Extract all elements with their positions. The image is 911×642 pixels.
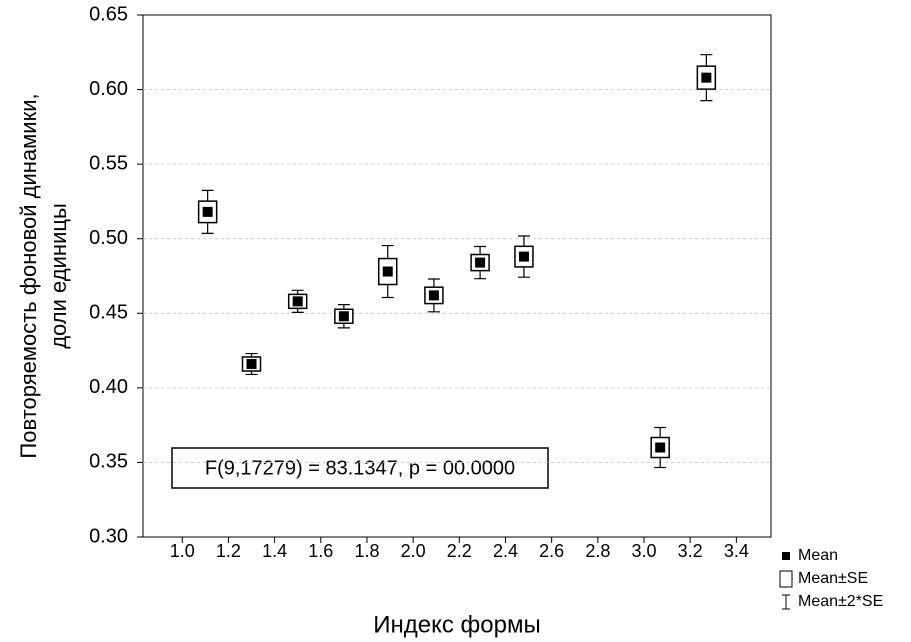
y-axis-label: Повторяемость фоновой динамики,	[16, 93, 41, 458]
y-tick-label: 0.45	[89, 302, 128, 324]
x-tick-label: 1.8	[354, 541, 379, 561]
y-tick-label: 0.60	[89, 78, 128, 100]
y-tick-label: 0.55	[89, 152, 128, 174]
mean-marker	[338, 311, 349, 322]
mean-marker	[202, 206, 213, 217]
mean-marker	[292, 296, 303, 307]
mean-marker	[518, 251, 529, 262]
mean-marker	[382, 266, 393, 277]
legend-2se-icon	[782, 594, 790, 610]
x-axis-label: Индекс формы	[373, 611, 540, 638]
x-tick-label: 3.4	[724, 541, 749, 561]
legend-label: Mean	[798, 547, 838, 564]
x-tick-label: 3.2	[678, 541, 703, 561]
x-tick-label: 2.0	[401, 541, 426, 561]
x-tick-label: 2.6	[539, 541, 564, 561]
y-axis-label: доли единицы	[46, 203, 71, 349]
y-tick-label: 0.30	[89, 525, 128, 547]
legend-label: Mean±2*SE	[798, 593, 883, 610]
x-tick-label: 1.6	[308, 541, 333, 561]
legend-mean-icon	[782, 552, 790, 560]
x-tick-label: 2.8	[585, 541, 610, 561]
mean-marker	[246, 358, 257, 369]
y-tick-label: 0.65	[89, 3, 128, 25]
x-tick-label: 3.0	[631, 541, 656, 561]
x-tick-label: 2.2	[447, 541, 472, 561]
legend-se-icon	[779, 570, 793, 588]
mean-marker	[701, 72, 712, 83]
annotation: F(9,17279) = 83.1347, p = 00.0000	[205, 457, 515, 479]
x-tick-label: 1.2	[216, 541, 241, 561]
annotation-box	[171, 447, 549, 489]
legend-label: Mean±SE	[798, 570, 868, 587]
mean-marker	[428, 290, 439, 301]
x-tick-label: 1.0	[170, 541, 195, 561]
x-tick-label: 1.4	[262, 541, 287, 561]
y-tick-label: 0.40	[89, 376, 128, 398]
y-tick-label: 0.35	[89, 451, 128, 473]
x-tick-label: 2.4	[493, 541, 518, 561]
mean-marker	[475, 257, 486, 268]
mean-marker	[655, 442, 666, 453]
y-tick-label: 0.50	[89, 227, 128, 249]
